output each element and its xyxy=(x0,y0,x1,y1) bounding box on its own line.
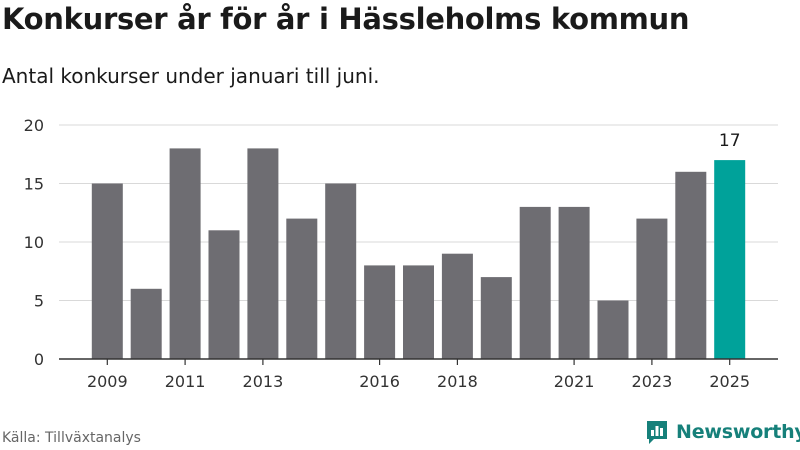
x-tick-label: 2025 xyxy=(709,372,750,391)
bar-value-label: 17 xyxy=(719,131,741,151)
bar-2023 xyxy=(636,218,668,359)
bar-2020 xyxy=(519,206,551,359)
bar-2025 xyxy=(714,160,746,359)
bar-2022 xyxy=(597,300,629,359)
bar-2013 xyxy=(247,148,279,359)
bar-2009 xyxy=(91,183,123,359)
bar-2017 xyxy=(403,265,434,359)
y-tick-label: 15 xyxy=(24,175,44,194)
bar-2015 xyxy=(325,183,357,359)
x-tick-label: 2011 xyxy=(165,372,206,391)
bar-2018 xyxy=(441,253,473,359)
x-tick-label: 2016 xyxy=(359,372,400,391)
y-tick-label: 5 xyxy=(34,292,44,311)
chart-title: Konkurser år för år i Hässleholms kommun xyxy=(2,2,690,36)
source-note: Källa: Tillväxtanalys xyxy=(2,430,141,446)
x-tick-label: 2009 xyxy=(87,372,128,391)
x-tick-label: 2018 xyxy=(437,372,478,391)
bar-2014 xyxy=(286,218,318,359)
x-tick-label: 2021 xyxy=(554,372,595,391)
bar-2021 xyxy=(558,206,590,359)
brand-name: Newsworthy xyxy=(676,421,800,443)
x-tick-label: 2023 xyxy=(632,372,673,391)
bar-2011 xyxy=(169,148,201,359)
bar-2024 xyxy=(675,171,707,359)
chart-subtitle: Antal konkurser under januari till juni. xyxy=(2,64,380,88)
bar-2012 xyxy=(208,230,240,359)
y-tick-label: 20 xyxy=(24,116,44,135)
y-tick-label: 0 xyxy=(34,350,44,369)
bar-chart-logo-icon xyxy=(647,421,667,444)
y-tick-label: 10 xyxy=(24,233,44,252)
brand-logo: Newsworthy xyxy=(644,419,800,445)
x-tick-label: 2013 xyxy=(243,372,284,391)
bar-2019 xyxy=(480,277,512,359)
bar-2010 xyxy=(130,288,162,359)
bar-2016 xyxy=(364,265,396,359)
